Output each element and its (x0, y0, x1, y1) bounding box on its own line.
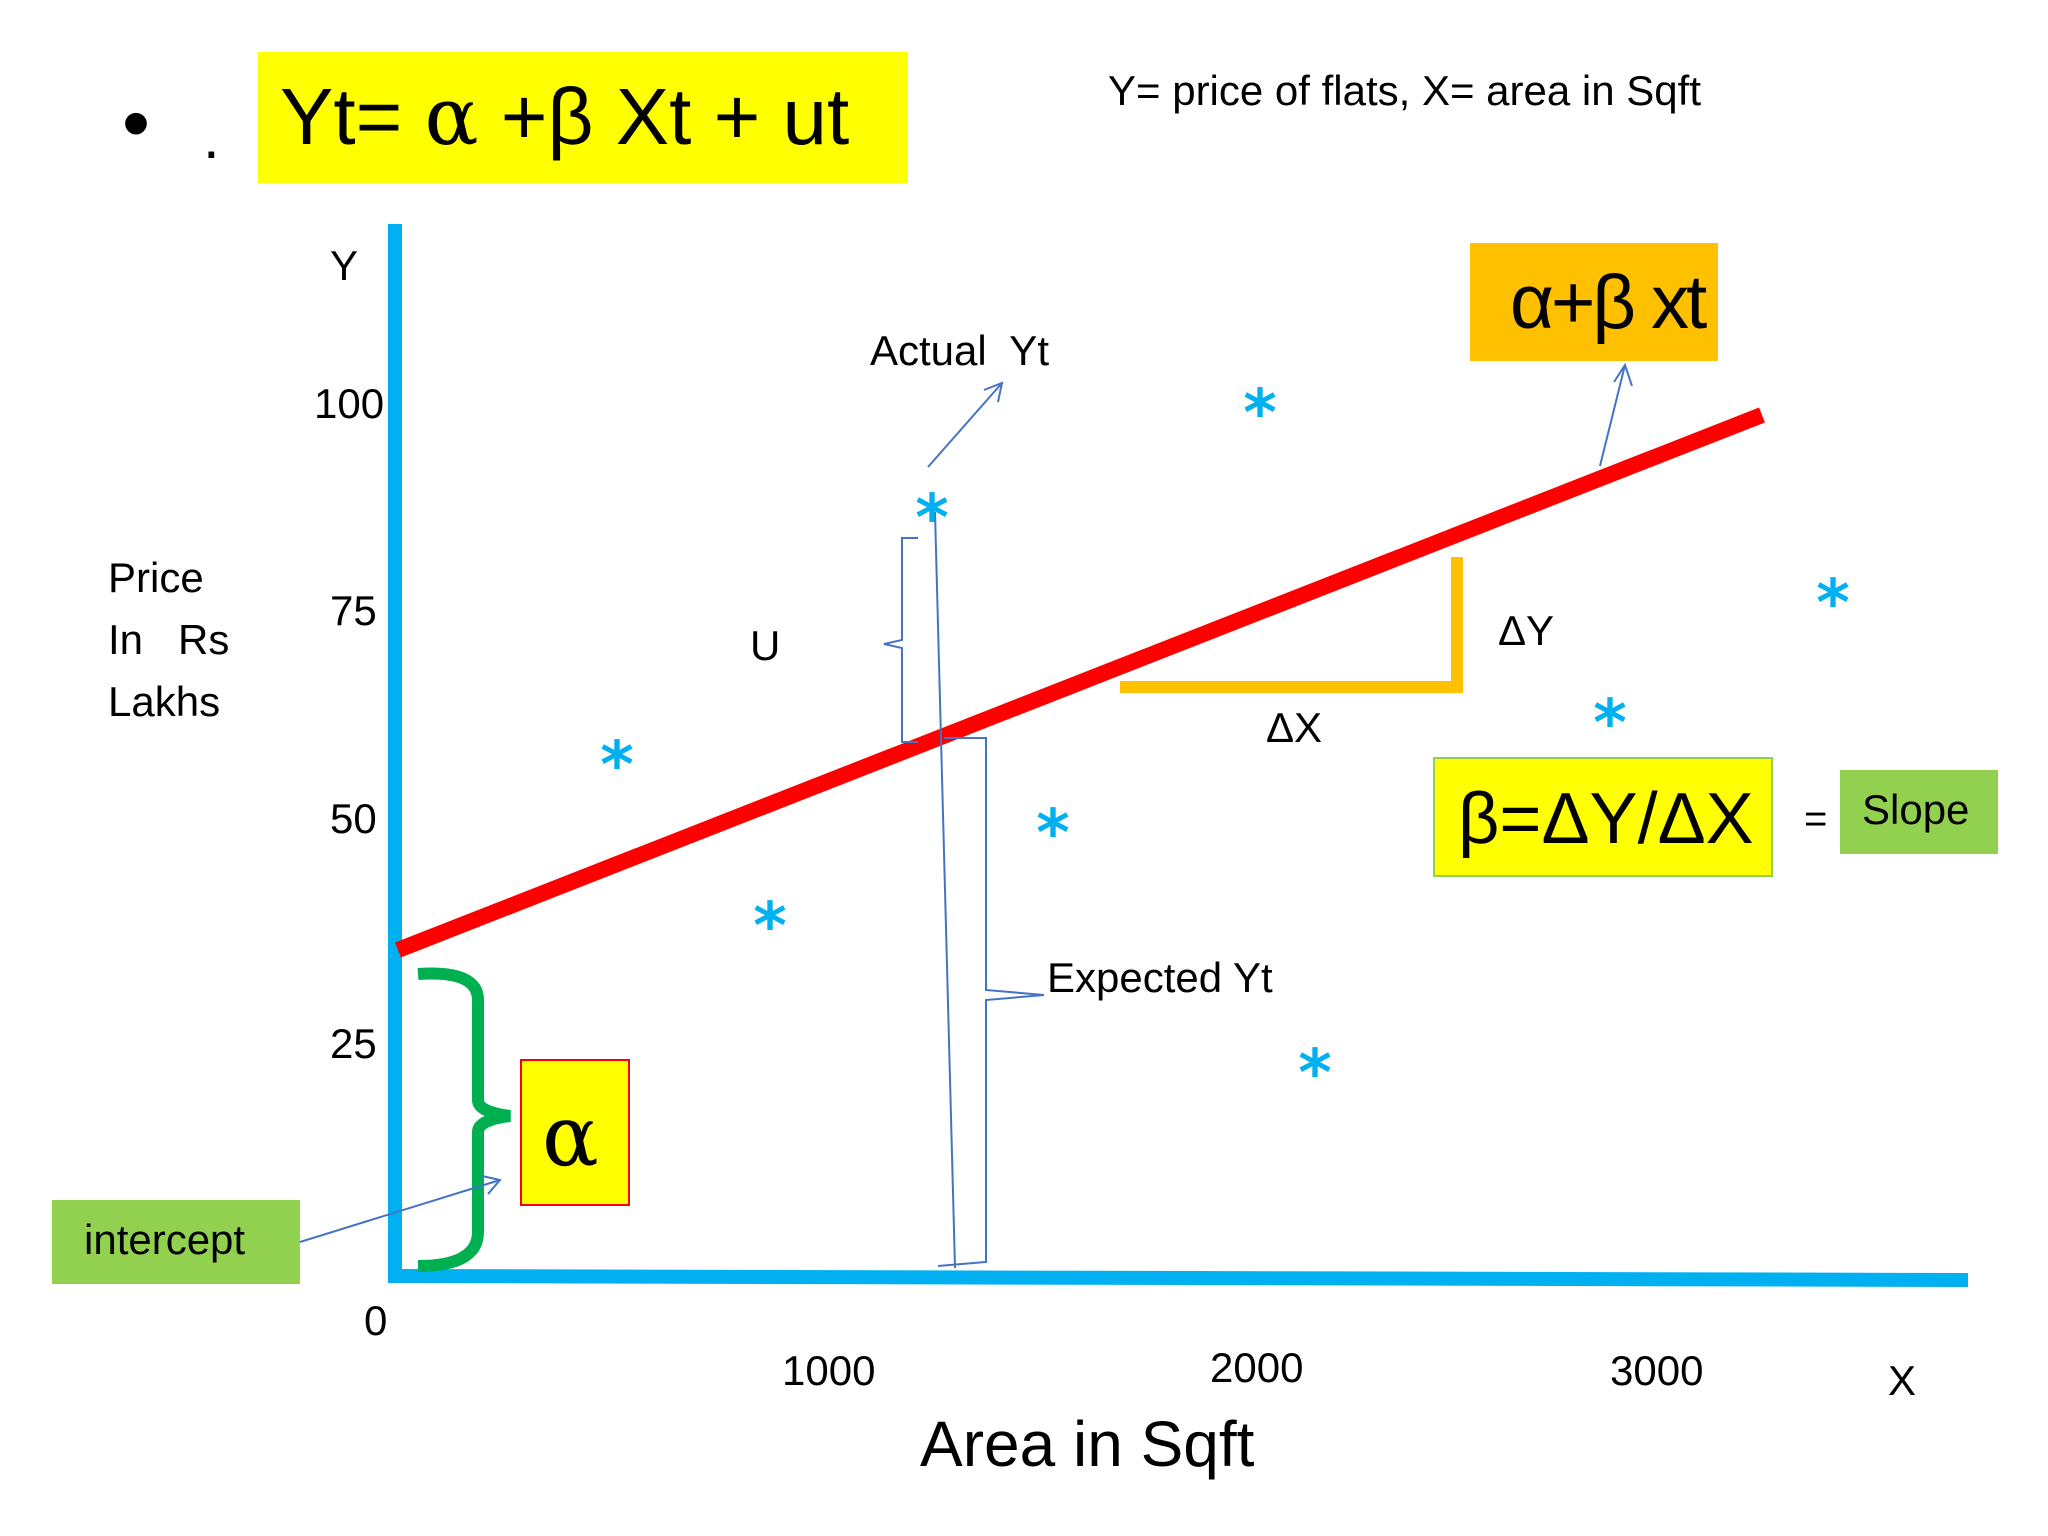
observed-point: * (1036, 797, 1069, 871)
equation-box (258, 52, 908, 183)
observed-point: * (1593, 687, 1626, 761)
y-axis-letter: Y (330, 242, 358, 289)
line-label-box (1470, 243, 1718, 361)
line-label-pointer-head (1613, 362, 1633, 387)
intercept-pointer-head (481, 1175, 502, 1195)
observed-point: * (1243, 377, 1276, 451)
slope-box (1840, 770, 1998, 854)
alpha-box (520, 1059, 630, 1206)
intercept-label: intercept (84, 1216, 245, 1263)
slope-label: Slope (1862, 786, 1969, 833)
alpha-symbol: α (542, 1087, 599, 1185)
equation-part-2: +β Xt + ut (479, 72, 850, 161)
actual-yt-label: Actual Yt (870, 327, 1049, 374)
bullet-marker: • (122, 78, 150, 167)
y-tick-75: 75 (330, 587, 377, 634)
y-tick-25: 25 (330, 1020, 377, 1067)
equals-sign: = (1804, 797, 1827, 841)
x-axis (387, 1269, 1969, 1287)
variable-definition: Y= price of flats, X= area in Sqft (1108, 67, 1701, 114)
delta-y-label: ΔY (1498, 607, 1554, 654)
observed-point: * (600, 729, 633, 803)
beta-formula: β=ΔY/ΔX (1458, 779, 1754, 859)
actual-yt-pointer-head (983, 381, 1004, 403)
equation-alpha: α (425, 70, 479, 163)
residual-brace (883, 537, 918, 743)
x-axis-letter: X (1888, 1357, 1916, 1404)
observed-point: * (915, 482, 948, 556)
intercept-pointer (299, 1179, 501, 1243)
observed-points: * * * * * * * * (600, 377, 1849, 1111)
x-tick-3000: 3000 (1610, 1347, 1703, 1394)
y-axis-title-line-3: Lakhs (108, 678, 220, 725)
y-axis-title-line-1: Price (108, 554, 204, 601)
expected-yt-label: Expected Yt (1047, 954, 1273, 1001)
x-tick-1000: 1000 (782, 1347, 875, 1394)
beta-formula-box (1433, 757, 1773, 877)
regression-line (395, 407, 1765, 958)
model-equation: Yt= α +β Xt + ut (280, 70, 849, 163)
equation-part-1: Yt= (280, 72, 425, 161)
origin-label: 0 (364, 1297, 387, 1344)
observed-point: * (753, 890, 786, 964)
y-axis-title-line-2: In Rs (108, 616, 229, 663)
delta-x-label: ΔX (1266, 704, 1322, 751)
actual-yt-dropline (934, 511, 956, 1269)
residual-label: U (750, 622, 780, 669)
actual-yt-pointer (927, 382, 1003, 468)
x-axis-title: Area in Sqft (920, 1408, 1255, 1480)
expected-yt-brace (937, 737, 1045, 1267)
intercept-box (52, 1200, 300, 1284)
y-tick-50: 50 (330, 795, 377, 842)
x-tick-2000: 2000 (1210, 1344, 1303, 1391)
bullet-dot: . (203, 104, 220, 171)
line-label: α+β xt (1510, 260, 1707, 345)
observed-point: * (1298, 1037, 1331, 1111)
delta-guides (1120, 557, 1463, 693)
observed-point: * (1816, 567, 1849, 641)
intercept-brace (417, 967, 511, 1272)
y-tick-100: 100 (314, 380, 384, 427)
line-label-pointer (1599, 364, 1626, 467)
